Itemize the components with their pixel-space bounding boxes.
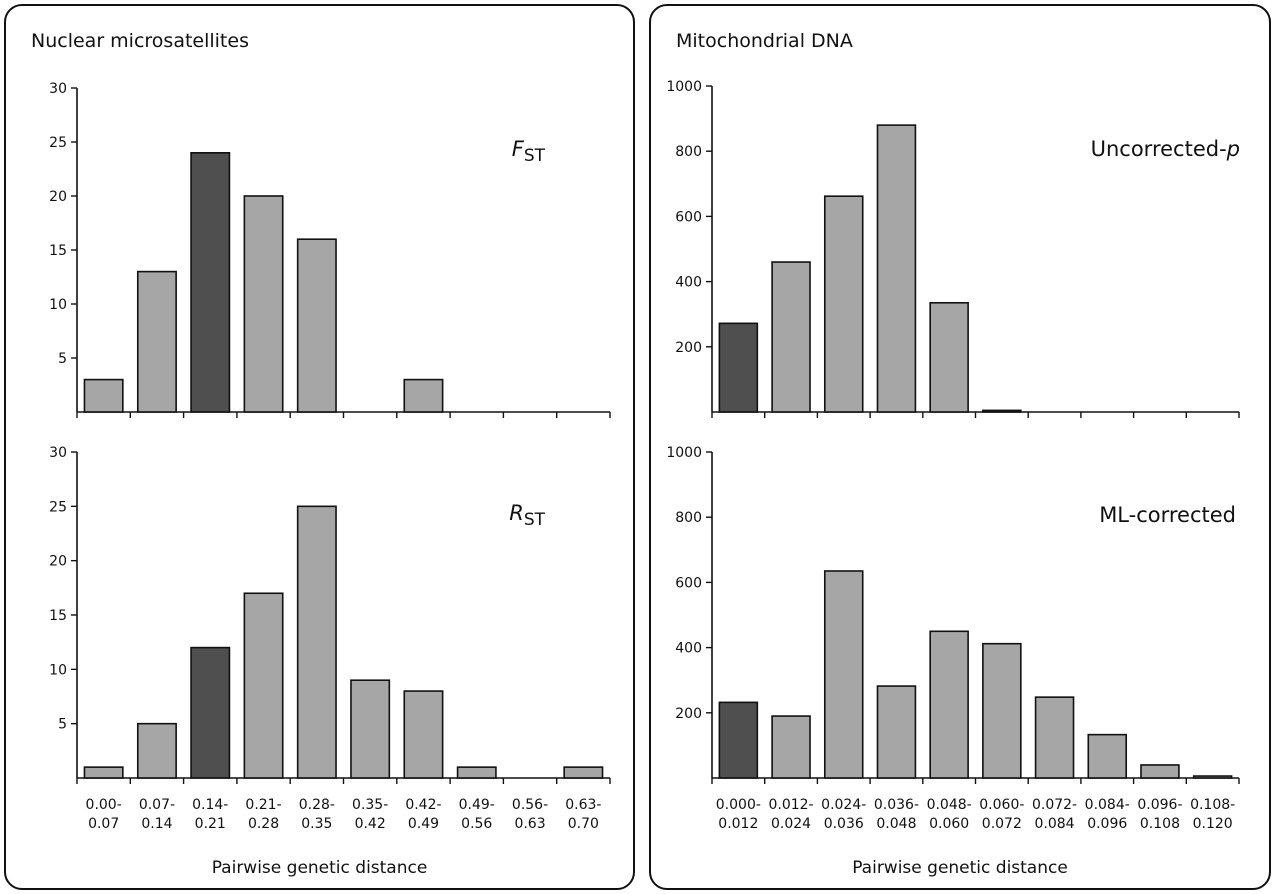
x-axis-label: Pairwise genetic distance: [211, 858, 428, 878]
y-tick-label: 200: [675, 340, 702, 356]
bar: [982, 642, 1022, 779]
y-tick-label: 10: [49, 297, 67, 313]
x-tick-label: 0.012-0.024: [768, 797, 813, 832]
y-tick-label: 5: [58, 351, 67, 367]
bar: [823, 570, 864, 779]
bar: [718, 322, 759, 413]
y-tick-label: 600: [675, 575, 702, 591]
bar: [456, 766, 497, 779]
bar: [1140, 764, 1180, 779]
x-tick-label: 0.35-0.42: [352, 797, 388, 832]
bar: [403, 690, 444, 779]
panel-title: Nuclear microsatellites: [31, 30, 249, 52]
x-tick-label: 0.096-0.108: [1137, 797, 1182, 832]
statistic-label: Uncorrected-p: [1091, 137, 1240, 161]
y-tick-label: 1000: [666, 79, 702, 95]
bar: [771, 715, 811, 779]
bar: [296, 505, 337, 779]
x-axis-label: Pairwise genetic distance: [852, 858, 1068, 878]
bar: [296, 238, 337, 413]
y-tick-label: 800: [675, 510, 702, 526]
x-tick-label: 0.000-0.012: [716, 797, 761, 832]
y-tick-label: 5: [58, 717, 67, 733]
bar: [83, 766, 124, 779]
bar: [190, 646, 231, 779]
chart-3: 20040060080010000.000-0.0120.012-0.0240.…: [666, 445, 1240, 832]
bar: [876, 124, 917, 413]
x-tick-label: 0.21-0.28: [245, 797, 281, 832]
y-tick-label: 400: [675, 641, 702, 657]
y-tick-label: 1000: [666, 445, 702, 461]
x-tick-label: 0.14-0.21: [192, 797, 228, 832]
x-tick-label: 0.108-0.120: [1190, 797, 1235, 832]
x-tick-label: 0.072-0.084: [1032, 797, 1077, 832]
y-tick-label: 600: [675, 209, 702, 225]
bar: [1034, 696, 1075, 779]
y-tick-label: 200: [675, 706, 702, 722]
x-tick-label: 0.036-0.048: [874, 797, 919, 832]
statistic-label: RST: [509, 501, 545, 530]
y-tick-label: 400: [675, 275, 702, 291]
y-tick-label: 25: [49, 499, 67, 515]
bar: [403, 378, 444, 413]
bar: [823, 195, 864, 413]
bar: [876, 685, 917, 779]
y-tick-label: 30: [49, 445, 67, 461]
y-tick-label: 800: [675, 144, 702, 160]
panel-title: Mitochondrial DNA: [676, 30, 853, 52]
x-tick-label: 0.63-0.70: [565, 797, 601, 832]
x-tick-label: 0.060-0.072: [979, 797, 1024, 832]
x-tick-label: 0.42-0.49: [405, 797, 441, 832]
bar: [83, 378, 124, 413]
chart-2: 200 400 600 800 1000 Uncorrected-p: [666, 79, 1240, 418]
bar: [243, 592, 284, 779]
statistic-label: ML-corrected: [1099, 503, 1236, 527]
x-tick-label: 0.024-0.036: [821, 797, 866, 832]
x-tick-label: 0.084-0.096: [1085, 797, 1130, 832]
x-tick-label: 0.28-0.35: [299, 797, 335, 832]
statistic-label: FST: [512, 137, 546, 166]
chart-0: 5 10 15 20 25 30 FST: [49, 81, 611, 418]
bar: [718, 701, 759, 779]
bar: [982, 409, 1022, 413]
bar: [136, 722, 177, 779]
bar: [350, 679, 391, 779]
x-tick-label: 0.49-0.56: [459, 797, 495, 832]
bar: [771, 261, 811, 413]
bar: [563, 766, 604, 779]
bar: [190, 152, 231, 413]
y-tick-label: 15: [49, 608, 67, 624]
y-tick-label: 20: [49, 189, 67, 205]
x-tick-label: 0.048-0.060: [927, 797, 972, 832]
x-tick-label: 0.07-0.14: [139, 797, 175, 832]
y-tick-label: 15: [49, 243, 67, 259]
y-tick-label: 10: [49, 662, 67, 678]
bar: [243, 195, 284, 413]
bar: [1192, 775, 1233, 779]
bar: [1087, 733, 1128, 779]
bar: [929, 630, 969, 779]
y-tick-label: 25: [49, 135, 67, 151]
y-tick-label: 20: [49, 554, 67, 570]
bar: [929, 301, 969, 413]
x-tick-label: 0.00-0.07: [86, 797, 122, 832]
x-tick-label: 0.56-0.63: [512, 797, 548, 832]
chart-1: 5 10 15 20 25 30 0.00-0.07 0.07-0.14 0.14-0.21 0.…: [49, 445, 611, 832]
y-tick-label: 30: [49, 81, 67, 97]
bar: [136, 270, 177, 413]
